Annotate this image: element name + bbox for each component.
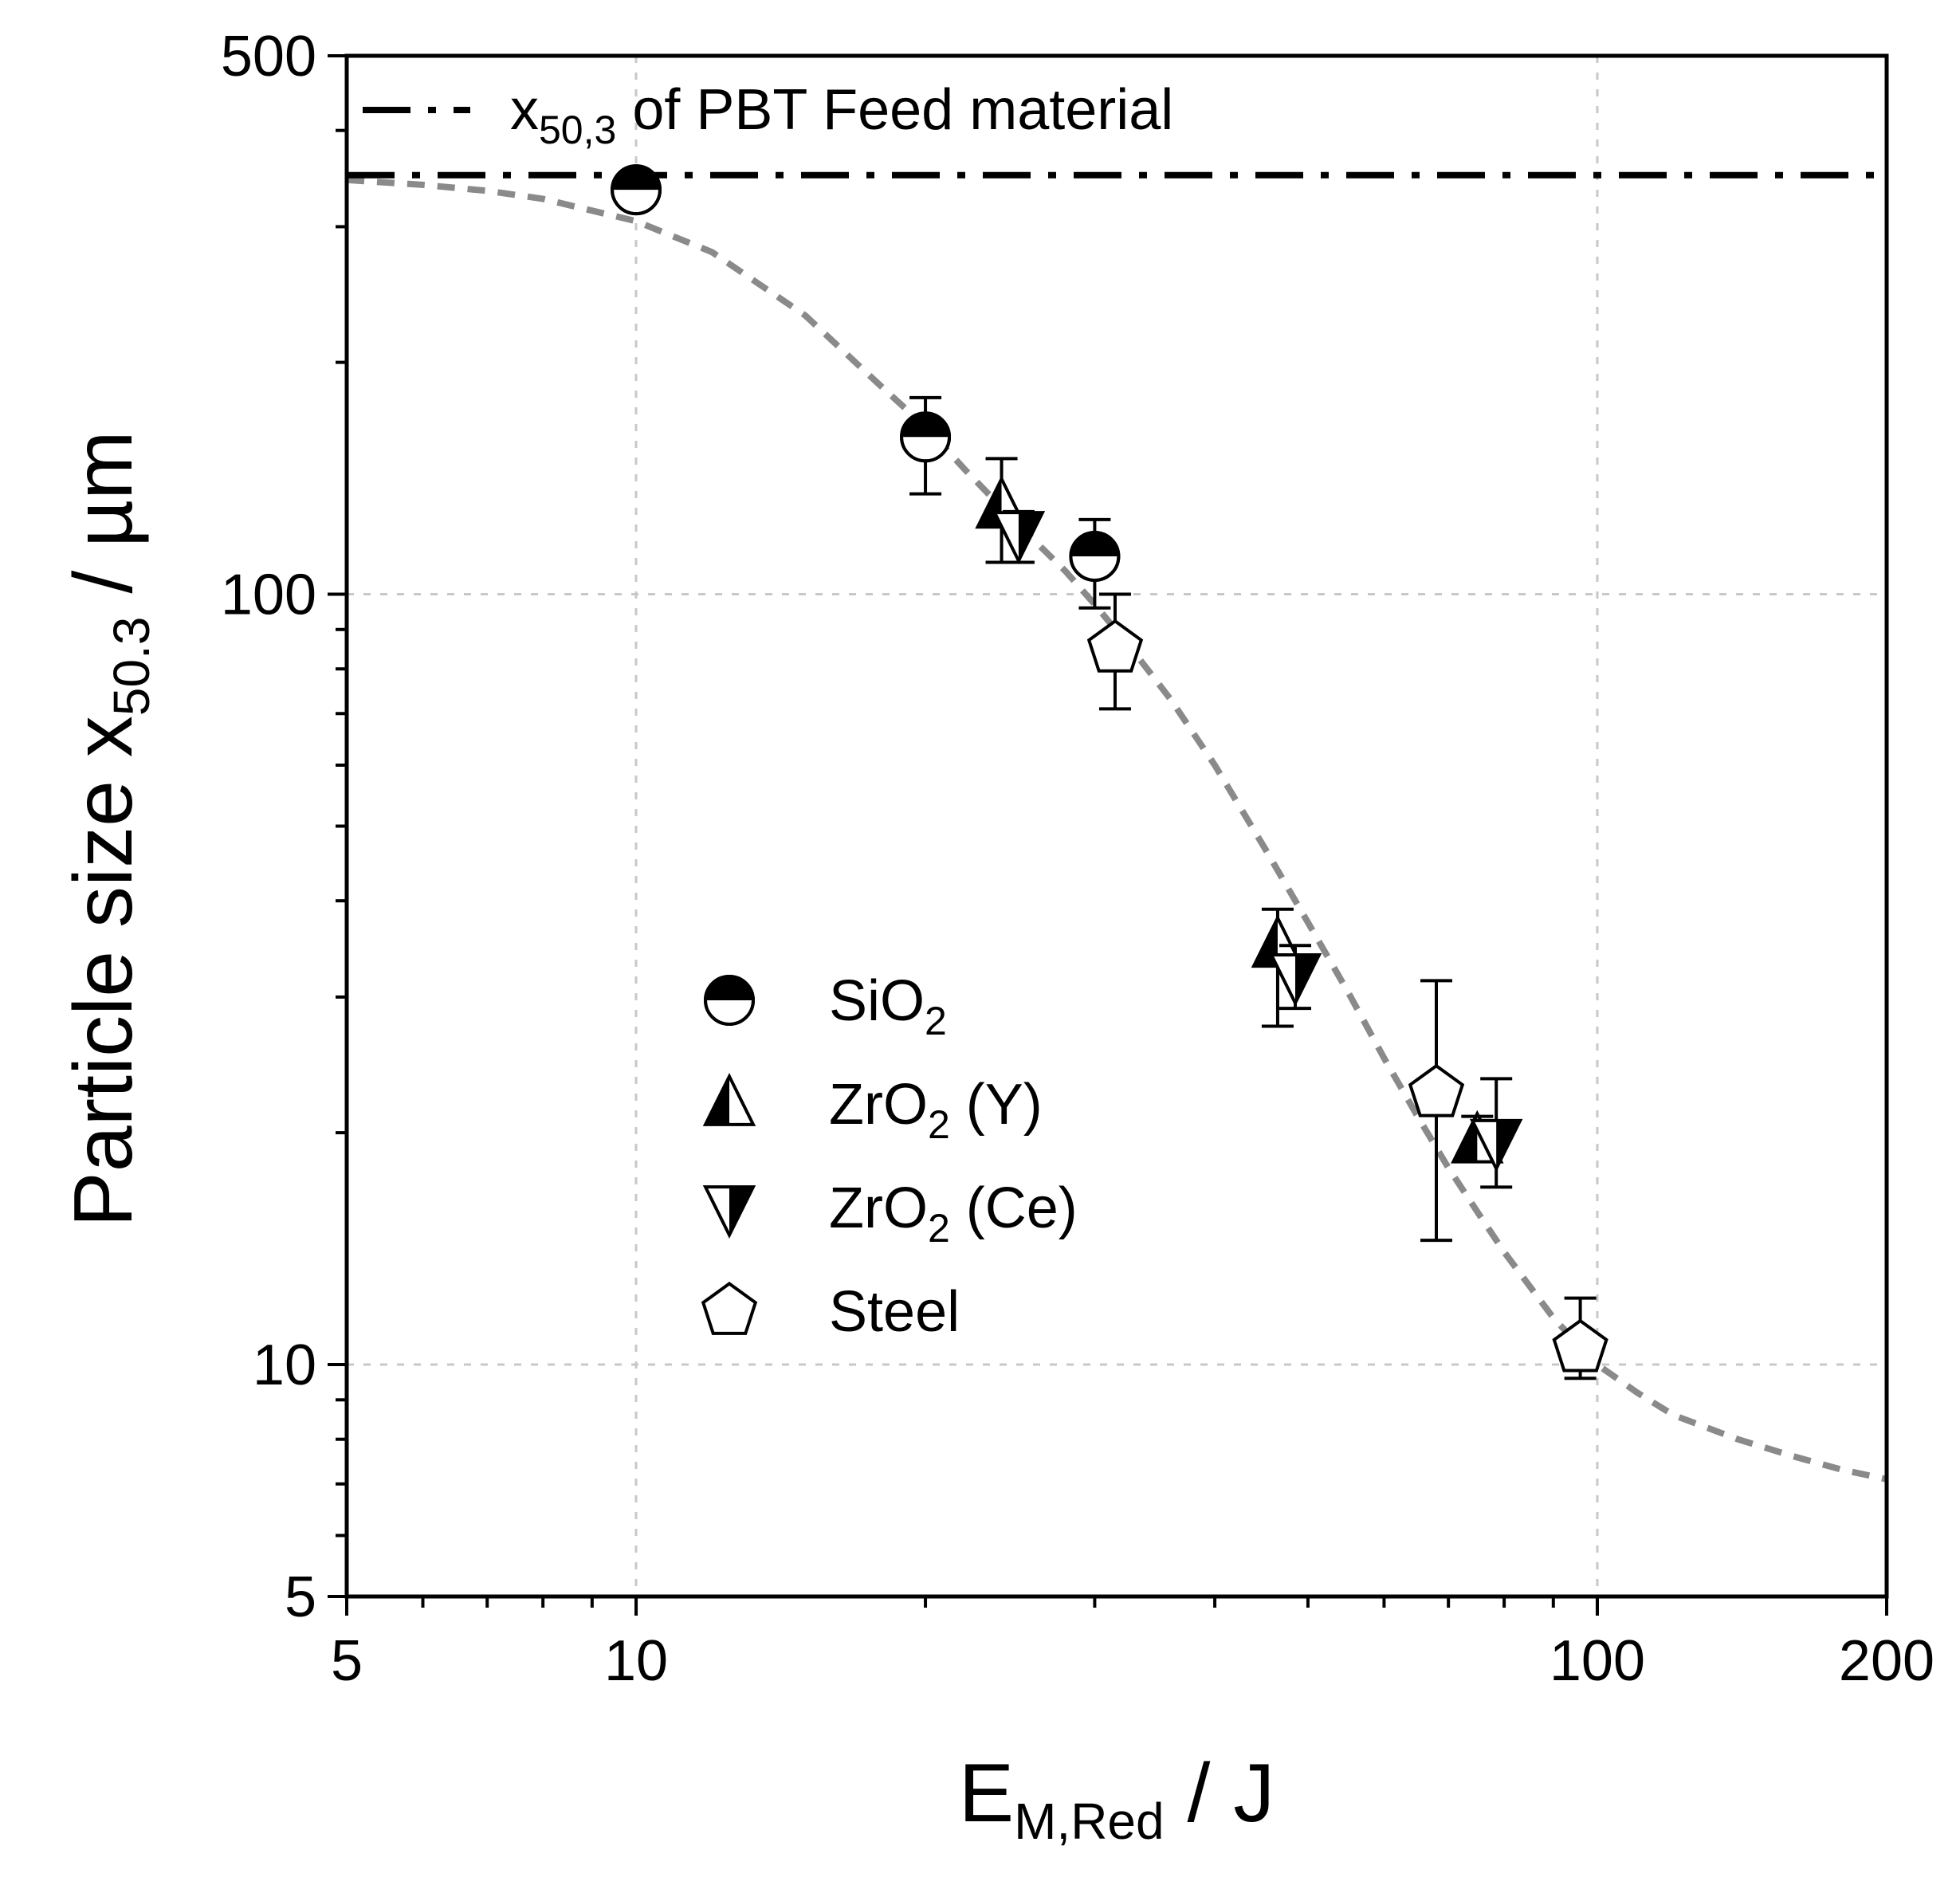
data-point [1552, 1318, 1608, 1373]
x-tick-label: 100 [1550, 1629, 1645, 1693]
axes-layer: 5 10 100 200 5 10 100 500 EM,Red / J Particle siz… [57, 25, 1934, 1850]
legend-entry: ZrO2 (Ce) [702, 1176, 1078, 1251]
y-tick-label: 10 [253, 1333, 316, 1397]
series-3 [1086, 592, 1608, 1380]
marker-fill [1496, 1120, 1521, 1169]
marker-border [611, 164, 662, 216]
marker-fill [1070, 532, 1119, 556]
x-axis-title: EM,Red / J [959, 1747, 1275, 1850]
series-1 [975, 457, 1504, 1164]
legend-entry: ZrO2 (Y) [702, 1073, 1043, 1147]
x-tick-label: 10 [604, 1629, 668, 1693]
y-axis-title: Particle size x50.3 / µm [57, 430, 160, 1227]
legend-reference-line-label: x50,3 of PBT Feed material [510, 78, 1173, 152]
series-0 [611, 164, 1121, 610]
x-tick-label: 5 [331, 1629, 363, 1693]
data-points-layer [611, 164, 1608, 1380]
marker-fill [1294, 954, 1319, 1003]
x-tick-label: 200 [1839, 1629, 1934, 1693]
marker-outline [1552, 1318, 1608, 1373]
legend-label: SiO2 [829, 969, 947, 1043]
legend-label: ZrO2 (Y) [829, 1073, 1043, 1147]
data-point [611, 164, 662, 216]
data-point [1069, 530, 1121, 582]
marker-fill [705, 976, 753, 1000]
marker-outline [1086, 619, 1144, 673]
legend-label: Steel [829, 1280, 960, 1344]
legend-layer: x50,3 of PBT Feed material SiO2 ZrO2 (Y) Zr… [363, 78, 1173, 1344]
fit-curve-layer [346, 176, 1887, 1483]
marker-border [704, 975, 755, 1026]
marker-outline [1408, 1063, 1465, 1117]
marker-outline [701, 1282, 758, 1335]
legend-marker [704, 975, 755, 1026]
grid-layer [347, 56, 1887, 1596]
legend-entry: SiO2 [704, 969, 947, 1043]
data-point [992, 511, 1046, 565]
marker-fill [705, 1076, 729, 1125]
series-2 [992, 509, 1523, 1189]
data-point [1268, 952, 1322, 1007]
data-point [1469, 1118, 1523, 1172]
y-tick-label: 100 [221, 564, 316, 627]
legend-marker [702, 1073, 756, 1126]
marker-fill [901, 413, 950, 438]
y-tick-label: 5 [285, 1565, 316, 1629]
marker-border [900, 411, 952, 463]
legend-entry: Steel [701, 1280, 960, 1344]
data-point [900, 411, 952, 463]
y-tick-label: 500 [221, 25, 316, 88]
legend-label: ZrO2 (Ce) [829, 1176, 1078, 1251]
legend-marker [702, 1185, 756, 1239]
legend-marker [701, 1282, 758, 1335]
data-point [1408, 1063, 1465, 1117]
marker-fill [612, 166, 661, 190]
fit-curve [346, 176, 1887, 1483]
marker-border [1069, 530, 1121, 582]
marker-fill [1018, 513, 1043, 561]
data-point [1086, 619, 1144, 673]
